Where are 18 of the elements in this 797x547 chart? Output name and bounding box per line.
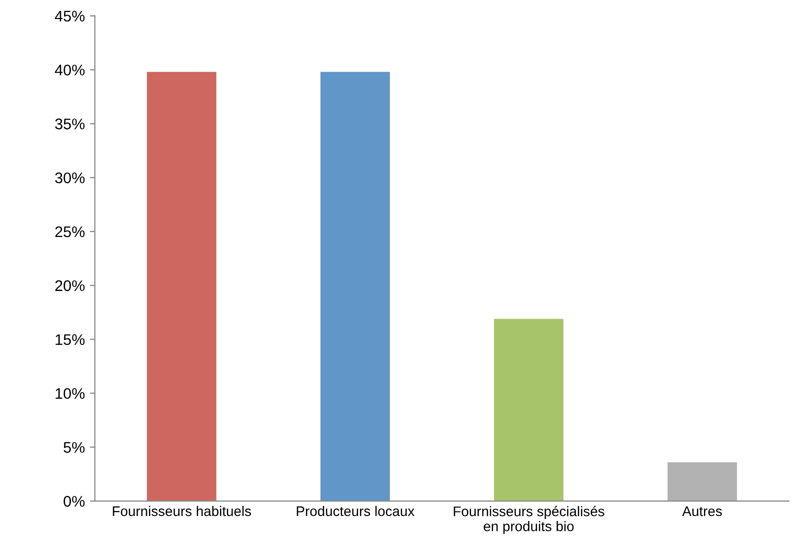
- y-tick-label: 40%: [54, 64, 85, 76]
- y-tick-label: 45%: [54, 10, 85, 22]
- y-tick-label: 30%: [55, 172, 85, 184]
- bar: [146, 72, 216, 502]
- y-tick-label: 5%: [64, 442, 85, 453]
- y-tick-label: 35%: [55, 118, 85, 130]
- y-tick-label: 0%: [64, 496, 85, 507]
- y-tick-label: 25%: [55, 226, 85, 238]
- bar: [320, 72, 390, 502]
- y-tick-label: 10%: [56, 388, 85, 399]
- bar: [668, 462, 737, 502]
- x-tick-label: Fournisseurs habituels: [112, 506, 251, 516]
- bar: [494, 318, 564, 502]
- y-tick-label: 20%: [55, 280, 85, 292]
- x-tick-label: Fournisseurs spécialisés en produits bio: [454, 506, 604, 534]
- x-tick-label: Autres: [682, 506, 722, 516]
- x-tick-label: Producteurs locaux: [296, 506, 414, 516]
- y-tick-label: 15%: [56, 334, 85, 346]
